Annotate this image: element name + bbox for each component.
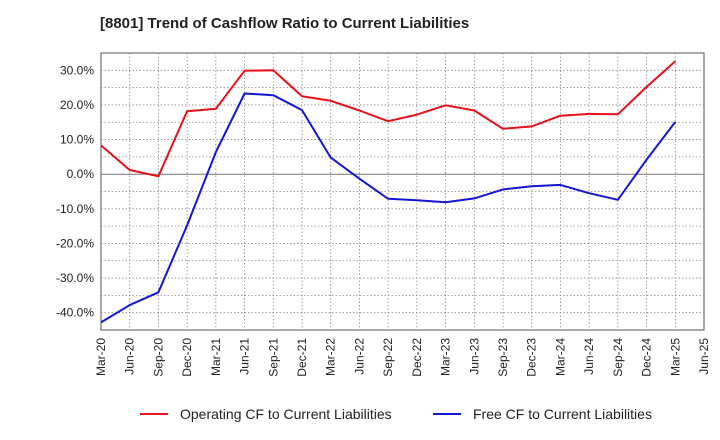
x-tick-label: Sep-22 xyxy=(381,338,395,377)
grid-lines xyxy=(101,53,704,330)
y-tick-label: 10.0% xyxy=(60,133,94,147)
y-axis-ticks: 30.0% 20.0% 10.0% 0.0% -10.0% -20.0% -30.0% -40… xyxy=(56,63,94,319)
x-tick-label: Sep-24 xyxy=(611,338,625,377)
x-tick-label: Jun-21 xyxy=(238,338,252,375)
x-tick-label: Sep-21 xyxy=(266,338,280,377)
x-tick-label: Dec-22 xyxy=(410,338,424,377)
x-axis-ticks: Mar-20 Jun-20 Sep-20 Dec-20 Mar-21 Jun-21 Sep-… xyxy=(94,338,711,377)
legend-label-operating-cf: Operating CF to Current Liabilities xyxy=(180,406,392,422)
legend: Operating CF to Current Liabilities Free … xyxy=(140,406,652,422)
x-tick-label: Mar-22 xyxy=(324,338,338,376)
y-tick-label: 30.0% xyxy=(60,63,94,77)
x-tick-label: Sep-20 xyxy=(151,338,165,377)
series-lines xyxy=(100,60,677,324)
x-tick-label: Jun-22 xyxy=(352,338,366,375)
x-tick-label: Jun-23 xyxy=(467,338,481,375)
x-tick-label: Dec-21 xyxy=(295,338,309,377)
x-tick-label: Jun-25 xyxy=(697,338,711,375)
x-tick-label: Sep-23 xyxy=(496,338,510,377)
x-tick-label: Mar-24 xyxy=(553,338,567,376)
free-cf-line xyxy=(100,92,677,324)
x-tick-label: Dec-20 xyxy=(180,338,194,377)
x-tick-label: Mar-25 xyxy=(668,338,682,376)
y-tick-label: -40.0% xyxy=(56,306,94,320)
y-tick-label: -10.0% xyxy=(56,202,94,216)
x-tick-label: Mar-21 xyxy=(209,338,223,376)
y-tick-label: -20.0% xyxy=(56,236,94,250)
x-tick-label: Jun-20 xyxy=(123,338,137,375)
x-tick-label: Mar-23 xyxy=(439,338,453,376)
x-tick-label: Mar-20 xyxy=(94,338,108,376)
y-tick-label: -30.0% xyxy=(56,271,94,285)
x-tick-label: Jun-24 xyxy=(582,338,596,375)
chart-title: [8801] Trend of Cashflow Ratio to Curren… xyxy=(100,15,470,32)
legend-label-free-cf: Free CF to Current Liabilities xyxy=(473,406,652,422)
operating-cf-line xyxy=(100,60,676,178)
y-tick-label: 0.0% xyxy=(67,167,95,181)
y-tick-label: 20.0% xyxy=(60,98,94,112)
x-tick-label: Dec-23 xyxy=(525,338,539,377)
x-tick-label: Dec-24 xyxy=(640,338,654,377)
